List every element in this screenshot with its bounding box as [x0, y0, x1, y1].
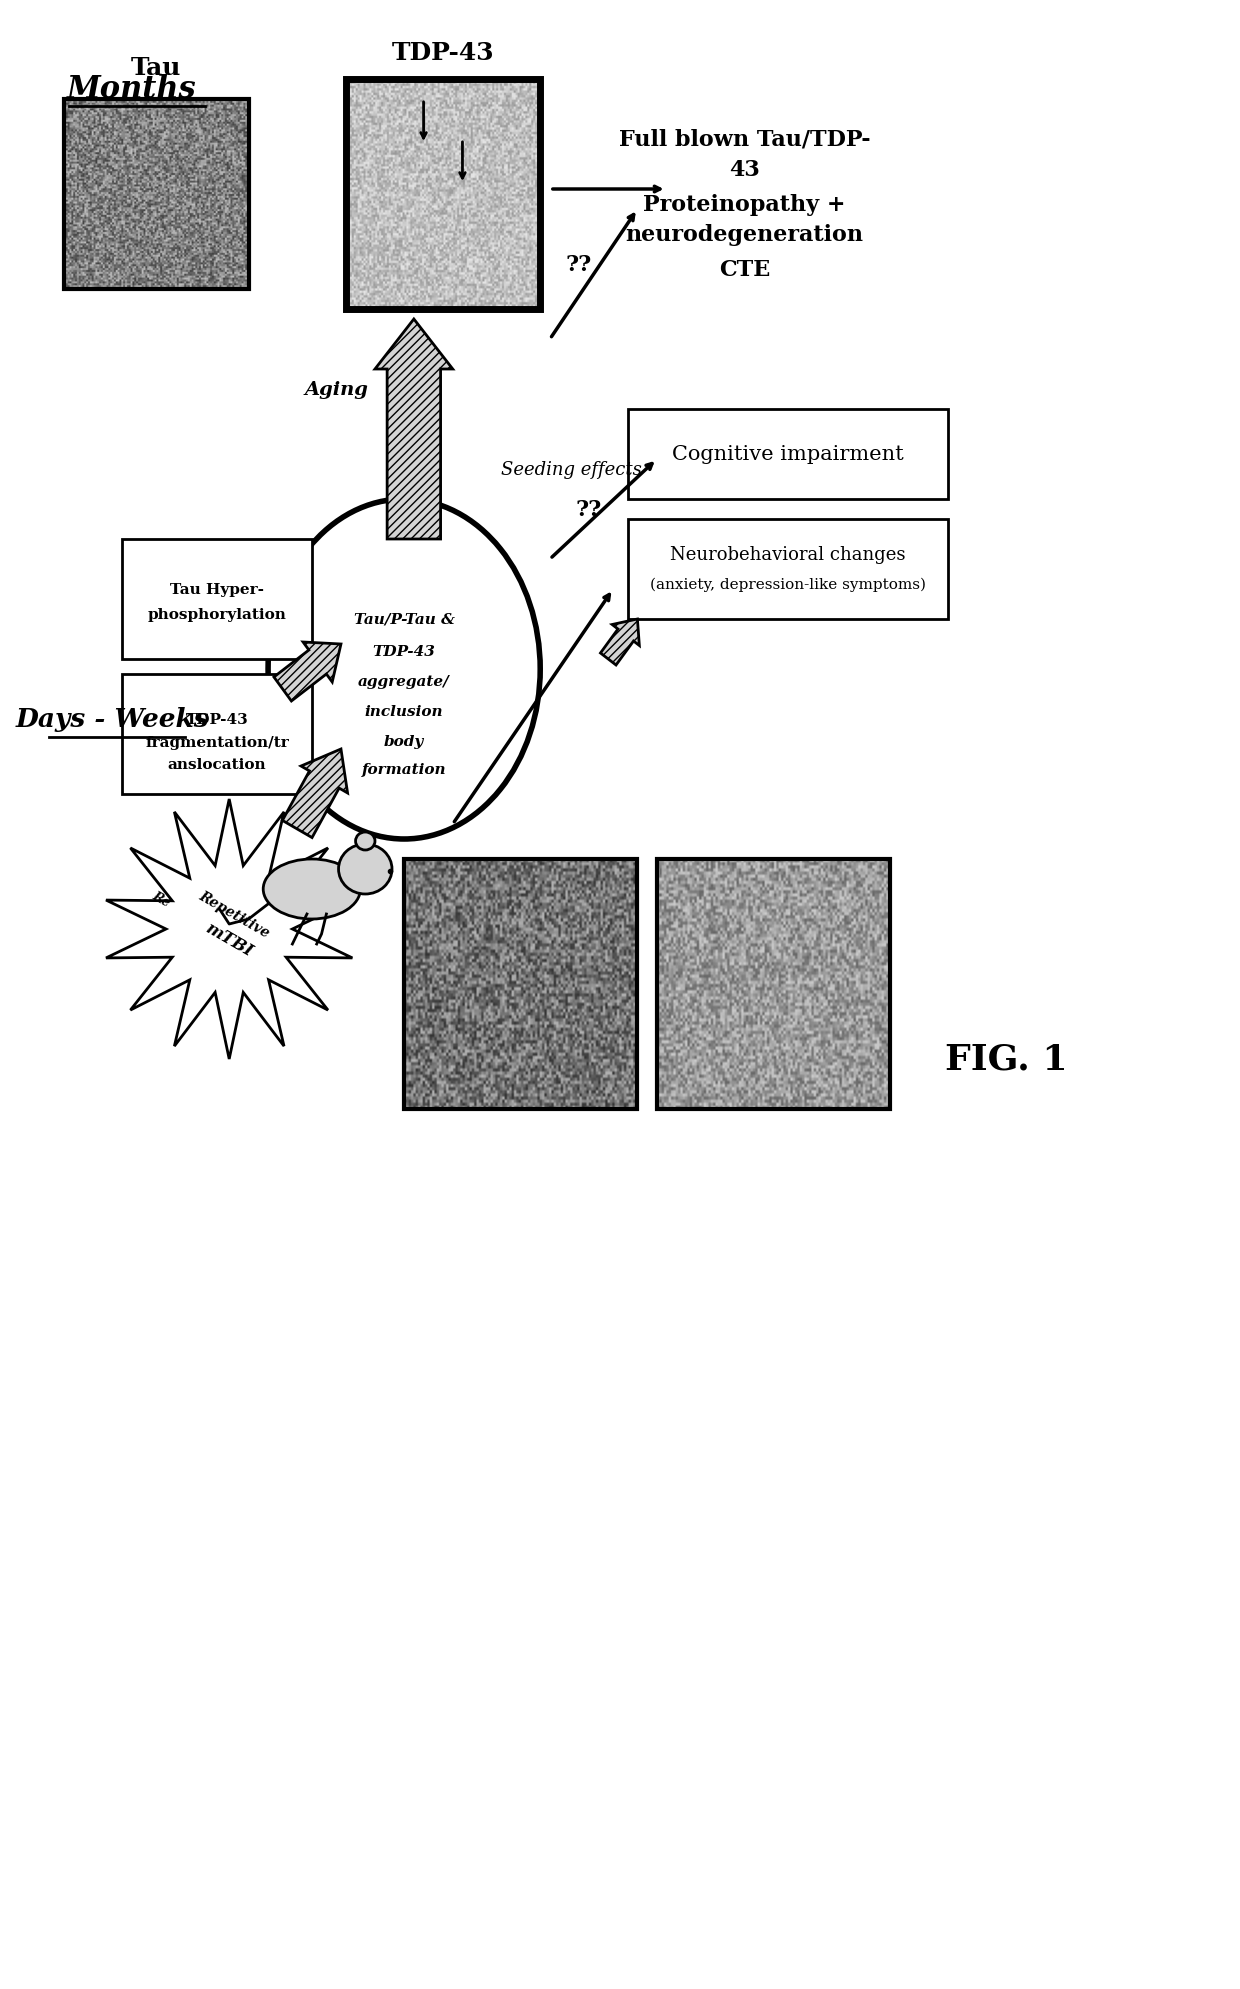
- Text: Tau/P-Tau &: Tau/P-Tau &: [353, 613, 455, 627]
- FancyArrow shape: [600, 621, 640, 666]
- Text: TDP-43: TDP-43: [186, 712, 248, 726]
- Text: Seeding effects: Seeding effects: [501, 461, 642, 479]
- Text: 43: 43: [729, 159, 760, 181]
- Text: Days - Weeks: Days - Weeks: [16, 708, 210, 732]
- Bar: [627, 519, 949, 621]
- FancyArrow shape: [283, 750, 347, 837]
- Text: mTBI: mTBI: [202, 919, 255, 961]
- Text: Proteinopathy +: Proteinopathy +: [644, 193, 846, 217]
- Text: neurodegeneration: neurodegeneration: [625, 225, 863, 247]
- Polygon shape: [105, 800, 352, 1060]
- Text: Repetitive: Repetitive: [196, 889, 272, 941]
- Text: aggregate/: aggregate/: [358, 674, 450, 688]
- Text: (anxiety, depression-like symptoms): (anxiety, depression-like symptoms): [650, 577, 926, 593]
- Bar: [657, 859, 890, 1110]
- Ellipse shape: [339, 845, 392, 895]
- Text: ??: ??: [565, 255, 593, 276]
- Bar: [404, 859, 637, 1110]
- Text: TDP-43: TDP-43: [392, 42, 495, 66]
- FancyArrow shape: [374, 320, 453, 539]
- Bar: [123, 674, 311, 794]
- Bar: [627, 410, 949, 499]
- Text: Aging: Aging: [304, 380, 368, 400]
- Text: inclusion: inclusion: [365, 704, 444, 718]
- FancyArrow shape: [274, 642, 341, 702]
- Text: fragmentation/tr: fragmentation/tr: [145, 736, 289, 750]
- Text: Tau Hyper-: Tau Hyper-: [170, 583, 264, 597]
- Text: CTE: CTE: [719, 259, 770, 280]
- Bar: [123, 539, 311, 660]
- Ellipse shape: [268, 499, 541, 839]
- Ellipse shape: [356, 833, 374, 851]
- Text: phosphorylation: phosphorylation: [148, 609, 286, 623]
- Text: TDP-43: TDP-43: [373, 644, 435, 658]
- Text: ??: ??: [575, 499, 601, 521]
- Ellipse shape: [263, 859, 361, 919]
- Text: Cognitive impairment: Cognitive impairment: [672, 446, 904, 463]
- Text: Re: Re: [150, 889, 172, 909]
- Text: Full blown Tau/TDP-: Full blown Tau/TDP-: [619, 129, 870, 151]
- Bar: [346, 80, 541, 310]
- Bar: [64, 99, 249, 290]
- Text: anslocation: anslocation: [167, 758, 267, 772]
- Text: formation: formation: [362, 762, 446, 776]
- Text: Neurobehavioral changes: Neurobehavioral changes: [671, 545, 905, 563]
- Text: body: body: [384, 734, 424, 748]
- Text: Tau: Tau: [131, 56, 181, 80]
- Text: FIG. 1: FIG. 1: [945, 1042, 1068, 1076]
- Text: Months: Months: [67, 74, 197, 105]
